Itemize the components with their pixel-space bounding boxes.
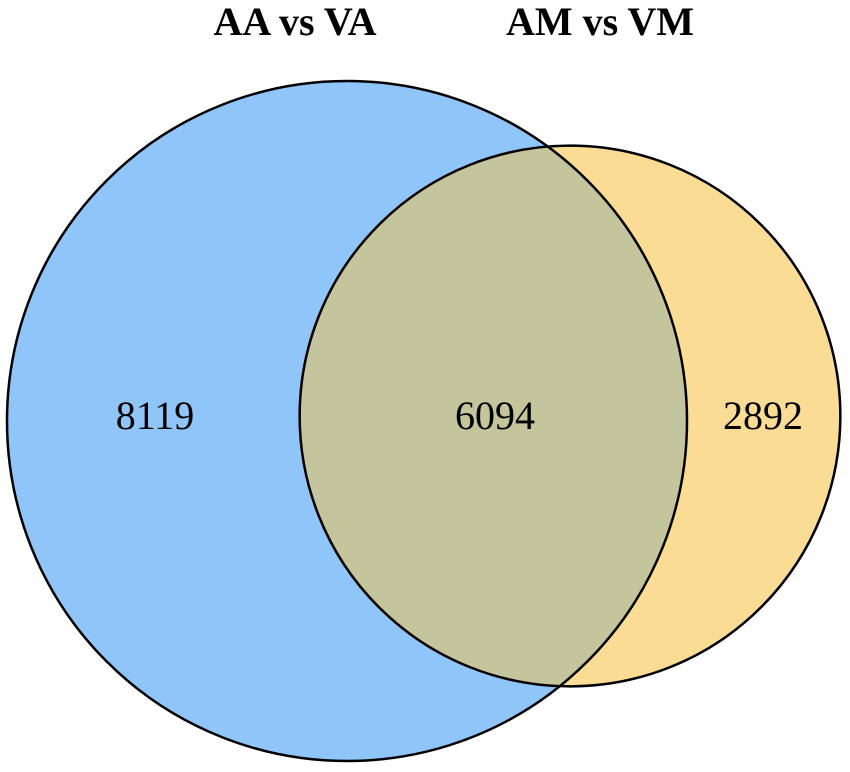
region-label: 2892 xyxy=(723,393,803,438)
set-label: AA vs VA xyxy=(213,0,376,44)
region-label: 8119 xyxy=(116,393,195,438)
set-outline xyxy=(5,79,689,763)
region-label: 6094 xyxy=(455,393,535,438)
overlap-region xyxy=(299,145,688,687)
set-label: AM vs VM xyxy=(506,0,694,44)
set-outline xyxy=(298,144,842,688)
